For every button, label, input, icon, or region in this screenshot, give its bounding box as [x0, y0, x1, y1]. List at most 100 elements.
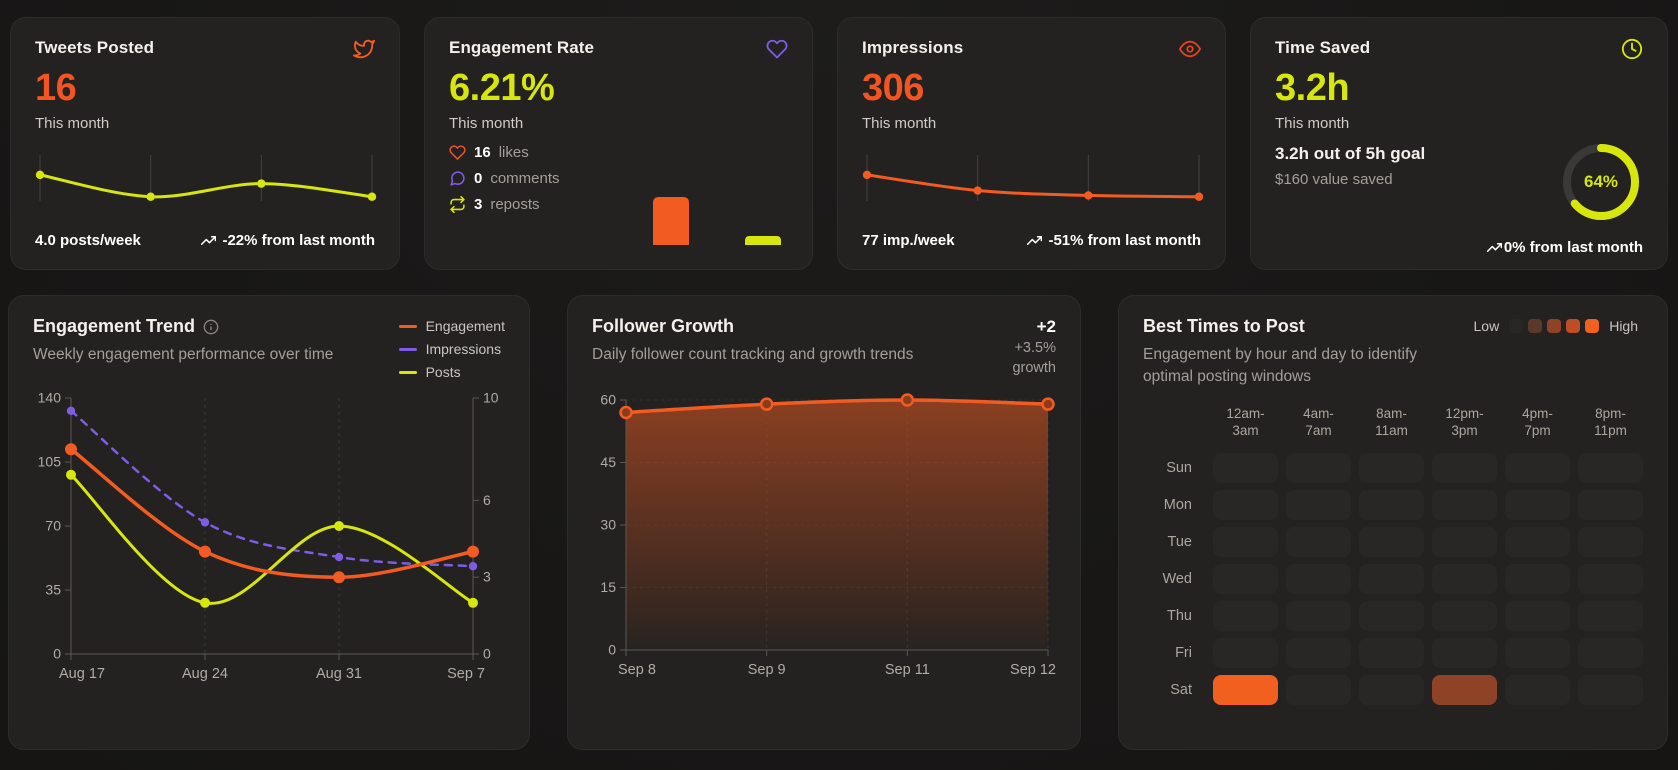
legend-swatch [398, 370, 417, 374]
period-label: This month [35, 115, 110, 132]
reposts-row: 3 reposts [449, 196, 788, 213]
heatmap-row-label: Tue [1167, 534, 1192, 551]
svg-text:Sep 12: Sep 12 [1010, 662, 1056, 678]
heatmap-cell[interactable] [1213, 675, 1278, 706]
heatmap-cell[interactable] [1286, 675, 1351, 706]
change-from-last-month: -51% from last month [1048, 232, 1201, 249]
heatmap-cell[interactable] [1359, 527, 1424, 558]
svg-text:Sep 8: Sep 8 [618, 662, 656, 678]
heatmap-cell[interactable] [1359, 564, 1424, 595]
twitter-bird-icon [353, 39, 375, 59]
svg-text:60: 60 [600, 392, 616, 408]
eye-icon [1179, 40, 1201, 58]
impressions-sparkline-chart[interactable] [862, 152, 1204, 204]
heatmap-cell[interactable] [1578, 564, 1643, 595]
heatmap-cell[interactable] [1505, 490, 1570, 521]
heatmap-cell[interactable] [1505, 453, 1570, 484]
legend-swatch [1509, 319, 1524, 333]
trend-chip: -51% from last month [1027, 232, 1201, 249]
goal-progress-text: 3.2h out of 5h goal [1275, 144, 1426, 163]
engagement-rate-card: Engagement Rate 6.21% This month 16 like… [424, 17, 813, 270]
clock-icon [1621, 38, 1643, 60]
heatmap-cell[interactable] [1505, 527, 1570, 558]
growth-percent: +3.5% [1014, 339, 1056, 356]
legend-swatch [1566, 319, 1581, 333]
best-times-panel: Best Times to Post Engagement by hour an… [1118, 295, 1668, 750]
legend-item-impressions[interactable]: Impressions [398, 341, 505, 357]
heatmap-cell[interactable] [1359, 601, 1424, 632]
heatmap-cell[interactable] [1359, 490, 1424, 521]
heatmap-cell[interactable] [1505, 601, 1570, 632]
heatmap-cell[interactable] [1505, 564, 1570, 595]
heatmap-cell[interactable] [1213, 638, 1278, 669]
goal-donut-chart[interactable]: 64% [1559, 140, 1643, 224]
heatmap-cell[interactable] [1286, 601, 1351, 632]
heatmap-cell[interactable] [1505, 638, 1570, 669]
tweets-sparkline-chart[interactable] [35, 152, 377, 204]
svg-text:3: 3 [483, 569, 491, 585]
svg-text:0: 0 [608, 642, 616, 658]
impressions-value: 306 [862, 67, 924, 109]
heatmap-cell[interactable] [1213, 453, 1278, 484]
svg-text:Sep 9: Sep 9 [748, 662, 786, 678]
heatmap-cell[interactable] [1505, 675, 1570, 706]
heatmap-cell[interactable] [1578, 638, 1643, 669]
engagement-trend-chart[interactable]: 0 35 70 105 140 0 3 6 10 Aug 17 Aug 24 Aug 31 Sep 7 [33, 386, 507, 688]
heatmap-grid: 12am- 3am 4am- 7am 8am- 11am 12pm- 3pm 4pm- 7pm 8p… [1143, 405, 1643, 706]
heatmap-cell[interactable] [1432, 601, 1497, 632]
charts-row: Engagement Trend Weekly engagement perfo… [8, 295, 1668, 750]
svg-text:70: 70 [45, 518, 61, 534]
legend-swatch [1547, 319, 1562, 333]
heatmap-row-label: Fri [1175, 645, 1192, 662]
heatmap-cell[interactable] [1286, 564, 1351, 595]
info-icon[interactable] [203, 319, 219, 335]
heatmap-cell[interactable] [1578, 490, 1643, 521]
trending-up-icon [1486, 243, 1502, 252]
heatmap-cell[interactable] [1359, 675, 1424, 706]
follower-growth-chart[interactable]: 0 15 30 45 60 Sep 8 Sep 9 Sep 11 Sep 12 [592, 384, 1058, 684]
heatmap-column-header: 4pm- 7pm [1522, 405, 1553, 439]
likes-label: likes [498, 144, 529, 161]
svg-text:105: 105 [38, 454, 62, 470]
svg-text:Sep 7: Sep 7 [447, 666, 485, 682]
svg-text:10: 10 [483, 390, 499, 406]
svg-text:Sep 11: Sep 11 [885, 662, 930, 678]
heatmap-cell[interactable] [1286, 527, 1351, 558]
heatmap-cell[interactable] [1578, 675, 1643, 706]
heatmap-cell[interactable] [1359, 638, 1424, 669]
heatmap-cell[interactable] [1286, 638, 1351, 669]
growth-delta: +2 [1036, 317, 1056, 336]
heatmap-cell[interactable] [1286, 453, 1351, 484]
legend-label: Posts [425, 364, 461, 380]
legend-item-engagement[interactable]: Engagement [398, 318, 505, 334]
tweets-posted-value: 16 [35, 67, 77, 109]
legend-item-posts[interactable]: Posts [398, 364, 505, 380]
heatmap-column-header: 12am- 3am [1226, 405, 1265, 439]
time-saved-value: 3.2h [1275, 67, 1350, 109]
reposts-count: 3 [474, 196, 483, 213]
heatmap-cell[interactable] [1578, 453, 1643, 484]
tweets-posted-card: Tweets Posted 16 This month 4.0 posts/we… [10, 17, 400, 270]
engagement-breakdown-bars-chart[interactable] [653, 167, 785, 245]
heatmap-cell[interactable] [1213, 490, 1278, 521]
card-title: Engagement Rate [449, 38, 595, 57]
heatmap-cell[interactable] [1286, 490, 1351, 521]
heatmap-cell[interactable] [1432, 453, 1497, 484]
heatmap-row-label: Wed [1162, 571, 1192, 588]
heatmap-cell[interactable] [1213, 564, 1278, 595]
comment-bubble-icon [450, 171, 465, 186]
comments-count: 0 [474, 170, 483, 187]
heatmap-cell[interactable] [1213, 601, 1278, 632]
heatmap-cell[interactable] [1432, 638, 1497, 669]
heatmap-cell[interactable] [1432, 564, 1497, 595]
legend-swatch [1585, 319, 1600, 333]
heatmap-cell[interactable] [1432, 527, 1497, 558]
heatmap-cell[interactable] [1432, 490, 1497, 521]
heatmap-cell[interactable] [1578, 601, 1643, 632]
heatmap-cell[interactable] [1213, 527, 1278, 558]
heatmap-cell[interactable] [1432, 675, 1497, 706]
period-label: This month [862, 115, 937, 132]
svg-text:30: 30 [600, 517, 616, 533]
heatmap-cell[interactable] [1359, 453, 1424, 484]
heatmap-cell[interactable] [1578, 527, 1643, 558]
